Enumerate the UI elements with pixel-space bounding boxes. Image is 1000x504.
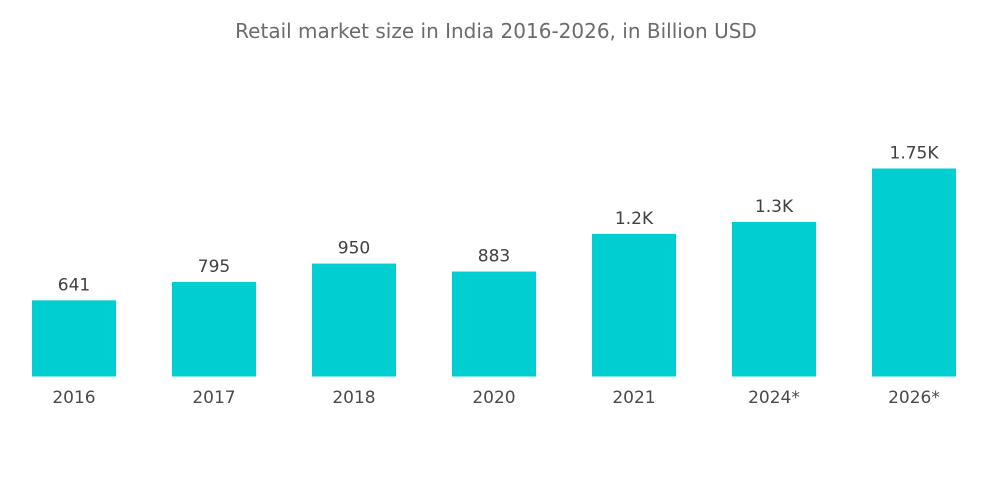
value-labels-group: 641 795 950 883 1.2K 1.3K 1.75K [58,144,940,296]
bar-2024-forecast [732,221,816,377]
x-tick-label: 2021 [612,388,655,408]
value-label: 1.2K [615,209,654,229]
bars-group [32,168,956,377]
chart-title: Retail market size in India 2016-2026, i… [235,19,757,43]
value-label: 883 [478,247,510,267]
value-label: 795 [198,257,230,277]
value-label: 641 [58,275,90,295]
value-label: 1.75K [890,144,940,164]
x-tick-label: 2020 [472,388,515,408]
bar-2020 [452,271,536,377]
x-tick-label: 2026* [888,388,940,408]
x-tick-label: 2024* [748,388,800,408]
x-tick-label: 2016 [52,388,95,408]
bar-2017 [172,282,256,377]
bar-2026-forecast [872,168,956,377]
x-tick-label: 2017 [192,388,235,408]
x-axis-ticks: 2016 2017 2018 2020 2021 2024* 2026* [52,388,940,408]
bar-2016 [32,300,116,377]
bar-2021 [592,233,676,377]
value-label: 1.3K [755,197,794,217]
bar-2018 [312,263,396,377]
x-tick-label: 2018 [332,388,375,408]
value-label: 950 [338,239,370,259]
